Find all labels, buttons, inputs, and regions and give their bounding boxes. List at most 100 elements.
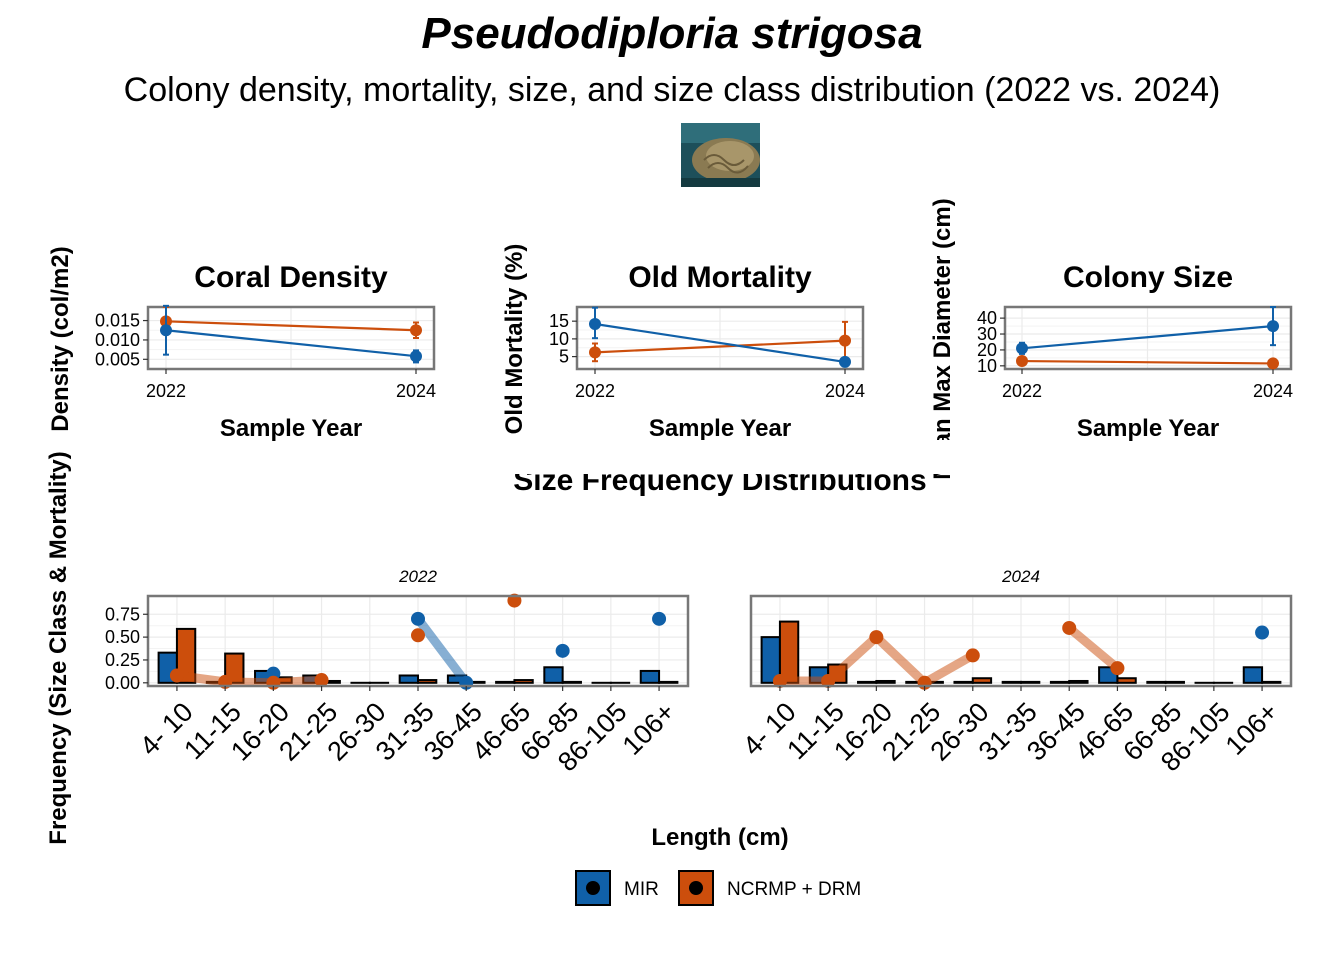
mortality-point xyxy=(1062,620,1077,635)
bar xyxy=(1001,680,1023,684)
panel-border xyxy=(146,305,436,371)
bar xyxy=(778,620,800,684)
series-line xyxy=(594,322,846,364)
panel-title: Colony Size xyxy=(1063,261,1233,294)
bar xyxy=(417,679,438,684)
bar xyxy=(953,680,974,684)
data-point xyxy=(839,334,851,347)
y-tick-label: 40 xyxy=(977,308,997,328)
bar xyxy=(971,677,993,684)
bar xyxy=(875,679,896,684)
x-axis-label: Sample Year xyxy=(220,415,362,442)
y-axis-label: Density (col/m2) xyxy=(47,246,74,431)
x-tick-label: 2022 xyxy=(575,381,615,401)
mortality-segment xyxy=(1064,623,1122,673)
x-axis-label: Sample Year xyxy=(649,415,791,442)
bar xyxy=(1116,677,1137,684)
mortality-point xyxy=(1110,661,1125,676)
y-tick-label: 10 xyxy=(549,329,569,349)
mortality-segment xyxy=(220,677,278,688)
data-point xyxy=(589,346,601,359)
bar xyxy=(513,679,534,684)
legend: MIR NCRMP + DRM xyxy=(575,870,861,906)
y-tick-label: 0.75 xyxy=(105,604,140,624)
mortality-segment xyxy=(268,675,327,688)
data-point xyxy=(410,350,422,363)
legend-key-dot xyxy=(689,881,703,895)
mortality-point xyxy=(821,673,836,688)
x-tick-label: 106+ xyxy=(1220,697,1284,761)
x-axis-label: Sample Year xyxy=(1077,415,1219,442)
bar xyxy=(495,680,516,684)
series-line xyxy=(165,320,417,332)
mortality-point xyxy=(869,630,884,645)
y-tick-label: 0.015 xyxy=(95,311,140,331)
mortality-point xyxy=(555,643,570,658)
facet-strip-label: 2022 xyxy=(398,567,437,586)
x-tick-label: 2022 xyxy=(146,381,186,401)
x-tick-label: 2024 xyxy=(396,381,436,401)
mortality-segment xyxy=(172,670,230,687)
panel-title: Coral Density xyxy=(194,261,388,294)
figure-subtitle: Colony density, mortality, size, and siz… xyxy=(124,71,1221,109)
panel-border xyxy=(1003,305,1293,371)
data-point xyxy=(160,324,172,337)
panel-border xyxy=(575,305,865,371)
x-tick-label: 2024 xyxy=(825,381,865,401)
y-tick-label: 20 xyxy=(977,340,997,360)
x-tick-label: 2024 xyxy=(1253,381,1293,401)
bar xyxy=(1049,680,1071,684)
bar xyxy=(658,680,679,684)
bar xyxy=(639,669,661,684)
y-tick-label: 15 xyxy=(549,311,569,331)
mortality-point xyxy=(169,668,184,683)
y-tick-label: 0.005 xyxy=(95,349,140,369)
bar xyxy=(1020,680,1041,684)
x-tick-label: 2022 xyxy=(1002,381,1042,401)
bar xyxy=(543,666,564,684)
series-line xyxy=(1021,359,1274,365)
facet-strip-label: 2024 xyxy=(1001,567,1040,586)
bar xyxy=(398,674,419,684)
legend-key-dot xyxy=(586,881,600,895)
mortality-point xyxy=(772,673,787,688)
y-axis-label: Old Mortality (%) xyxy=(501,244,528,435)
y-tick-label: 0.010 xyxy=(95,330,140,350)
data-point xyxy=(1267,357,1279,370)
data-point xyxy=(1267,320,1279,333)
mortality-segment xyxy=(413,614,471,688)
title-mask xyxy=(440,440,1000,474)
y-tick-label: 30 xyxy=(977,324,997,344)
mortality-point xyxy=(411,628,425,643)
data-point xyxy=(410,324,422,337)
x-axis-label: Length (cm) xyxy=(651,824,788,851)
series-line xyxy=(1021,324,1274,350)
bar xyxy=(1164,680,1185,684)
series-line xyxy=(165,329,417,358)
coral-photo xyxy=(681,123,760,187)
bar xyxy=(1261,680,1282,684)
mortality-point xyxy=(411,611,425,626)
mortality-segment xyxy=(920,650,978,688)
mortality-point xyxy=(965,648,980,663)
mortality-point xyxy=(652,611,667,626)
bar xyxy=(1146,680,1167,684)
y-tick-label: 0.50 xyxy=(105,627,140,647)
data-point xyxy=(1016,342,1028,355)
mortality-segment xyxy=(823,632,881,686)
data-point xyxy=(589,318,601,331)
bar xyxy=(1242,666,1264,684)
y-tick-label: 10 xyxy=(977,356,997,376)
data-point xyxy=(839,355,851,368)
mortality-segment xyxy=(871,632,930,688)
figure-title: Pseudodiploria strigosa xyxy=(421,9,922,58)
legend-label: MIR xyxy=(624,879,659,900)
x-tick-label: 106+ xyxy=(617,697,681,761)
y-axis-label: Frequency (Size Class & Mortality) xyxy=(45,451,72,844)
